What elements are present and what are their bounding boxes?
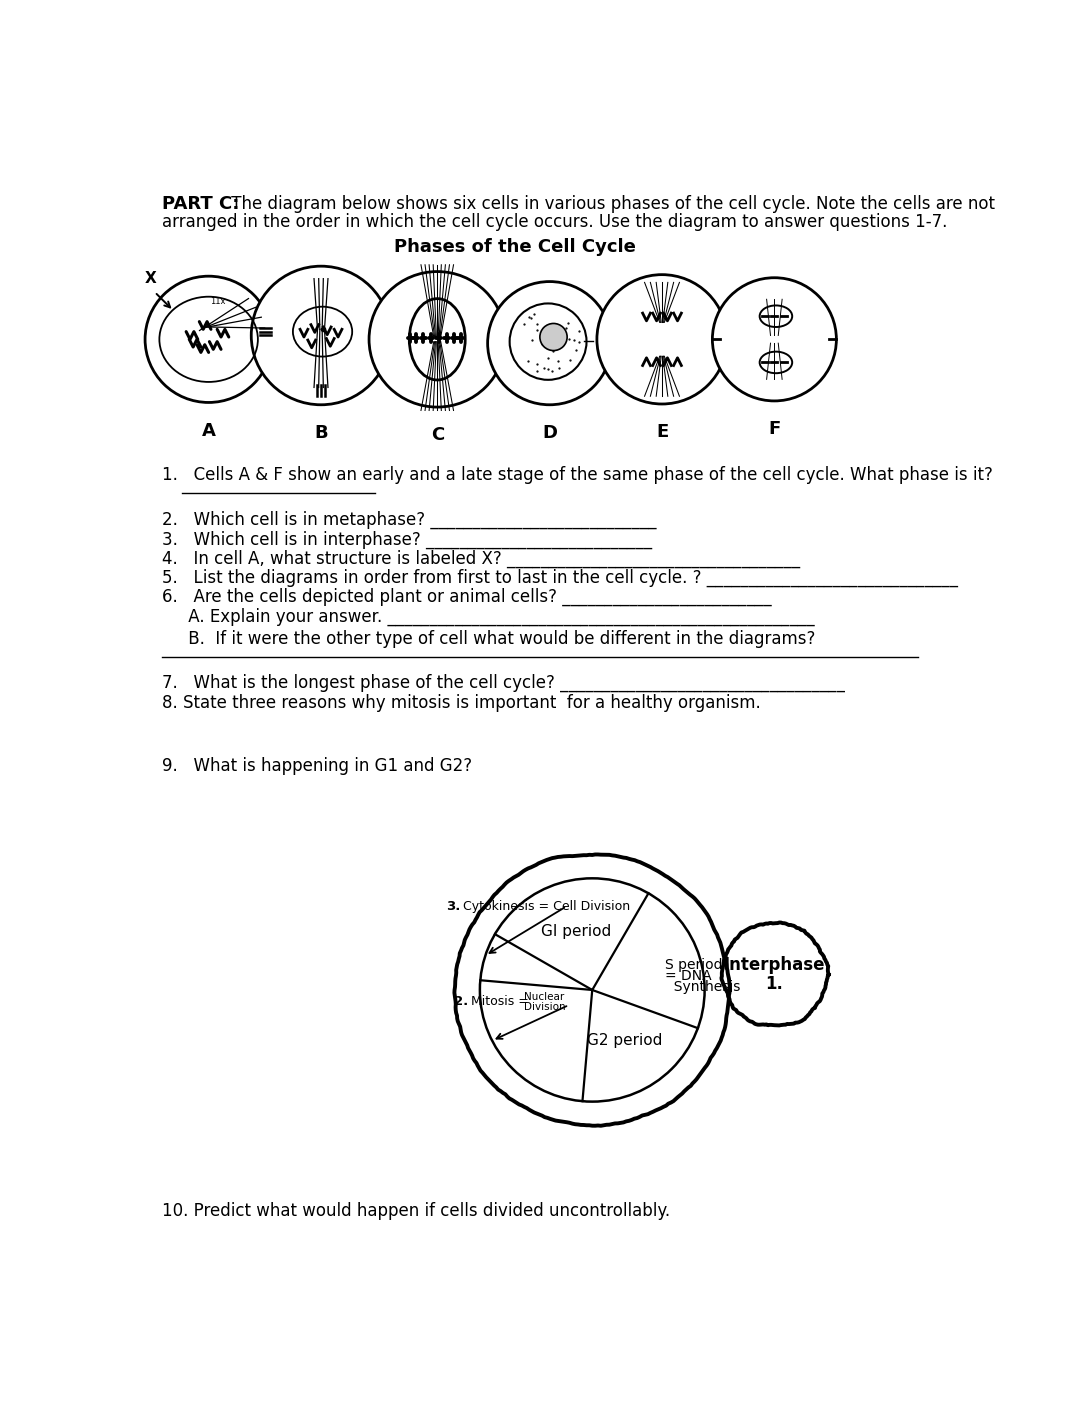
Text: Cytokinesis = Cell Division: Cytokinesis = Cell Division <box>459 899 630 913</box>
Text: 2.: 2. <box>455 994 469 1008</box>
Text: Interphase: Interphase <box>724 956 825 974</box>
Text: A. Explain your answer. ___________________________________________________: A. Explain your answer. ________________… <box>162 607 814 626</box>
Text: 4.   In cell A, what structure is labeled X? ___________________________________: 4. In cell A, what structure is labeled … <box>162 549 800 568</box>
Text: 3.   Which cell is in interphase? ___________________________: 3. Which cell is in interphase? ________… <box>162 530 652 548</box>
Text: Division: Division <box>524 1003 566 1012</box>
Text: Synthesis: Synthesis <box>665 980 740 994</box>
Text: 11x: 11x <box>211 297 226 306</box>
Circle shape <box>369 272 505 406</box>
Text: 10. Predict what would happen if cells divided uncontrollably.: 10. Predict what would happen if cells d… <box>162 1202 671 1219</box>
Text: arranged in the order in which the cell cycle occurs. Use the diagram to answer : arranged in the order in which the cell … <box>162 212 947 231</box>
Text: X: X <box>145 270 156 286</box>
Text: Phases of the Cell Cycle: Phases of the Cell Cycle <box>394 238 636 256</box>
Ellipse shape <box>409 299 465 379</box>
Circle shape <box>540 323 567 351</box>
Text: B: B <box>314 423 328 442</box>
Text: 3.: 3. <box>446 899 461 913</box>
Text: 1.   Cells A & F show an early and a late stage of the same phase of the cell cy: 1. Cells A & F show an early and a late … <box>162 466 993 484</box>
Circle shape <box>480 878 704 1102</box>
Text: F: F <box>768 421 781 438</box>
Text: Nuclear: Nuclear <box>524 991 564 1001</box>
Text: GI period: GI period <box>541 925 611 939</box>
Circle shape <box>713 278 836 401</box>
Text: D: D <box>542 423 557 442</box>
Text: 2.   Which cell is in metaphase? ___________________________: 2. Which cell is in metaphase? _________… <box>162 511 657 530</box>
Polygon shape <box>455 854 730 1126</box>
Text: E: E <box>656 423 669 442</box>
Text: The diagram below shows six cells in various phases of the cell cycle. Note the : The diagram below shows six cells in var… <box>226 194 995 212</box>
Circle shape <box>488 282 611 405</box>
Text: PART C:: PART C: <box>162 194 240 212</box>
Text: 6.   Are the cells depicted plant or animal cells? _________________________: 6. Are the cells depicted plant or anima… <box>162 588 772 606</box>
Polygon shape <box>721 922 828 1025</box>
Text: 5.   List the diagrams in order from first to last in the cell cycle. ? ________: 5. List the diagrams in order from first… <box>162 569 958 588</box>
Text: A: A <box>202 422 216 440</box>
Text: Mitosis =: Mitosis = <box>467 994 532 1008</box>
Text: B.  If it were the other type of cell what would be different in the diagrams?: B. If it were the other type of cell wha… <box>162 630 815 649</box>
Text: S period: S period <box>665 959 723 973</box>
Circle shape <box>597 275 727 404</box>
Circle shape <box>145 276 272 402</box>
Circle shape <box>252 266 391 405</box>
Text: = DNA: = DNA <box>665 969 712 983</box>
Text: 8. State three reasons why mitosis is important  for a healthy organism.: 8. State three reasons why mitosis is im… <box>162 694 761 711</box>
Text: 9.   What is happening in G1 and G2?: 9. What is happening in G1 and G2? <box>162 756 472 775</box>
Text: 1.: 1. <box>766 974 783 993</box>
Text: C: C <box>431 426 444 445</box>
Text: G2 period: G2 period <box>588 1034 662 1048</box>
Text: 7.   What is the longest phase of the cell cycle? ______________________________: 7. What is the longest phase of the cell… <box>162 674 845 692</box>
